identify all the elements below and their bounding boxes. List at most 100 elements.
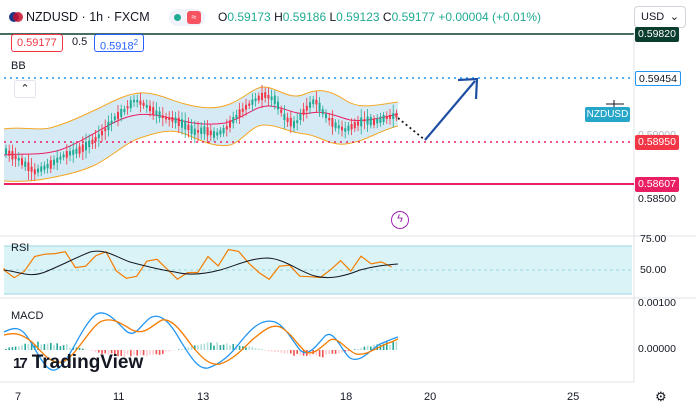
macd-bar (200, 344, 202, 350)
macd-bar (171, 350, 174, 351)
candle-body (353, 121, 356, 129)
macd-bar (392, 341, 394, 350)
currency-pair-flags-icon (9, 10, 23, 24)
candle-body (8, 150, 11, 156)
bb-upper (3, 86, 399, 130)
symbol-tag[interactable]: NZDUSD (585, 107, 630, 122)
macd-bar (379, 344, 382, 350)
candle-body (181, 119, 183, 128)
macd-bar (251, 346, 254, 350)
candle-body (133, 99, 135, 103)
projection-arrow[interactable] (424, 80, 476, 141)
candle-body (113, 116, 116, 121)
currency-select[interactable]: USD ⌄ (634, 6, 686, 28)
candle-body (46, 163, 49, 169)
rsi-axis-75: 75.00 (640, 233, 667, 245)
macd-bar (354, 349, 356, 350)
bb-legend[interactable]: BB (11, 60, 26, 72)
candle-body (21, 158, 23, 165)
macd-bar (66, 344, 68, 350)
candle-body (257, 95, 260, 101)
tradingview-logo[interactable]: 17 TradingView (13, 352, 144, 373)
macd-bar (283, 350, 286, 354)
macd-legend[interactable]: MACD (11, 310, 44, 322)
candle-body (382, 115, 385, 123)
signal-line (3, 319, 399, 365)
macd-bar (69, 347, 71, 350)
macd-bar (21, 345, 23, 350)
macd-bar (206, 342, 209, 350)
macd-bar (290, 350, 292, 354)
candle-body (325, 113, 327, 119)
macd-bar (344, 350, 346, 352)
macd-bar (11, 347, 14, 350)
candle-body (305, 105, 308, 111)
rsi-legend[interactable]: RSI (11, 242, 30, 254)
macd-bar (94, 350, 97, 353)
candle-body (72, 149, 75, 155)
arrow-head (457, 77, 479, 100)
macd-bar (104, 350, 106, 354)
gear-icon[interactable]: ⚙ (655, 389, 667, 404)
candle-body (197, 130, 199, 133)
candle-body (91, 139, 94, 144)
macd-bar (139, 350, 142, 356)
candle-body (299, 113, 302, 121)
macd-bar (334, 350, 337, 354)
macd-bar (59, 346, 62, 350)
macd-bar (226, 343, 228, 350)
macd-bar (133, 350, 135, 356)
macd-bar (82, 348, 84, 350)
candle-body (155, 110, 158, 116)
macd-bar (286, 350, 289, 354)
candle-body (315, 99, 318, 105)
candle-body (187, 124, 190, 131)
macd-bar (142, 350, 145, 356)
candle-body (273, 95, 276, 105)
price-label-top: 0.59820 (635, 27, 679, 42)
macd-bar (168, 350, 170, 352)
macd-bar (155, 350, 158, 355)
macd-bar (318, 350, 321, 357)
macd-bar (341, 350, 343, 353)
macd-bar (136, 350, 138, 356)
candle-body (40, 166, 43, 172)
macd-bar (210, 342, 212, 350)
candle-body (56, 157, 59, 163)
macd-bar (373, 344, 375, 350)
candle-body (216, 132, 219, 136)
ohlc-readout: O0.59173 H0.59186 L0.59123 C0.59177 +0.0… (218, 10, 542, 24)
rsi-axis-50: 50.00 (640, 264, 667, 276)
macd-bar (18, 346, 20, 350)
symbol-title[interactable]: NZDUSD · 1h · FXCM (26, 10, 150, 24)
flash-icon[interactable]: ϟ (391, 211, 409, 229)
collapse-legend-button[interactable]: ⌃ (14, 80, 36, 98)
macd-bar (232, 343, 234, 350)
candle-body (267, 94, 270, 99)
sell-button[interactable]: 0.59177 (11, 34, 63, 52)
market-status[interactable]: ≈ (169, 9, 205, 26)
candle-body (81, 144, 84, 152)
candle-body (27, 162, 30, 172)
candle-body (344, 128, 347, 132)
candle-body (145, 104, 148, 108)
candle-body (190, 125, 193, 134)
candle-body (62, 154, 65, 158)
market-open-dot-icon (174, 14, 181, 21)
macd-bar (117, 350, 119, 357)
candle-body (11, 151, 14, 160)
macd-bar (213, 345, 215, 350)
candle-body (193, 128, 196, 136)
macd-bar (85, 349, 87, 350)
macd-bar (325, 350, 327, 355)
candle-body (369, 116, 372, 126)
price-axis-tick: 0.58500 (638, 193, 676, 205)
candle-body (101, 130, 103, 136)
time-tick: 7 (15, 391, 22, 403)
macd-bar (229, 345, 231, 350)
buy-button[interactable]: 0.59182 (94, 34, 145, 53)
price-label-resistance: 0.59454 (635, 71, 681, 86)
candle-body (69, 151, 71, 156)
rsi-ma-line (3, 250, 399, 279)
